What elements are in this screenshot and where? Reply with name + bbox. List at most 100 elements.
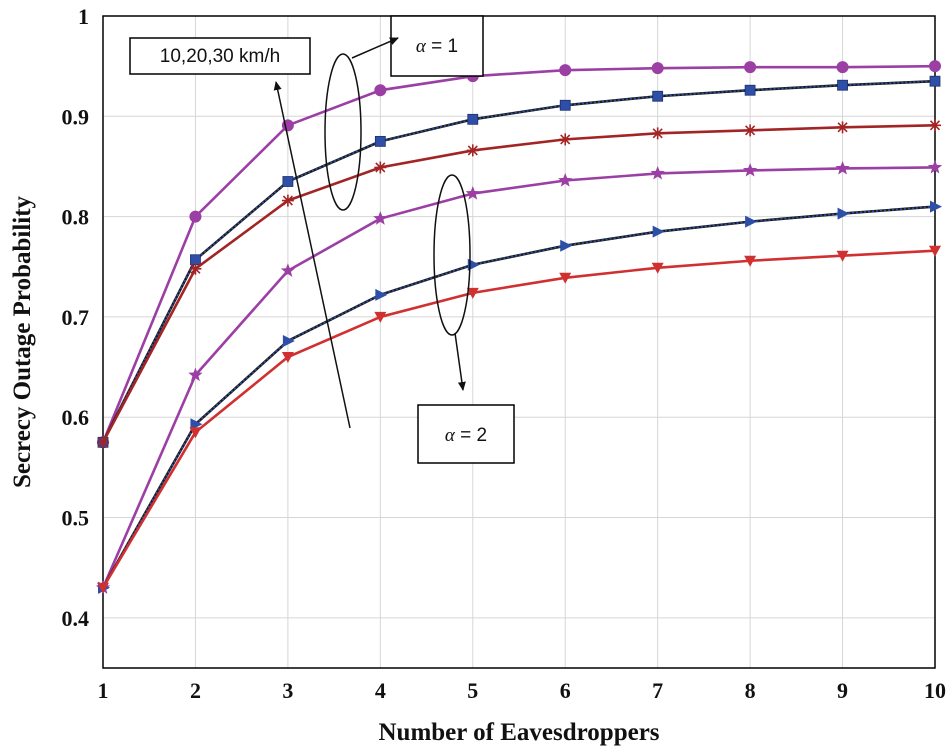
data-point — [280, 263, 296, 277]
data-point — [744, 255, 757, 267]
data-point — [375, 288, 388, 301]
alpha2-group-ellipse — [433, 174, 471, 336]
speed-arrow — [273, 81, 351, 429]
alpha1-annotation-box — [390, 15, 484, 77]
y-tick-label: 0.4 — [62, 606, 90, 631]
data-point — [374, 135, 386, 147]
alpha2-arrow — [454, 332, 466, 391]
series-layer — [95, 60, 943, 594]
data-point — [466, 287, 479, 299]
data-point — [467, 113, 479, 125]
data-point — [651, 62, 664, 75]
data-point — [929, 75, 941, 87]
alpha2-symbol: α — [445, 425, 456, 446]
speed-annotation-label: 10,20,30 km/h — [160, 46, 280, 67]
alpha1-symbol: α — [416, 36, 427, 57]
data-point — [836, 121, 849, 134]
data-point — [836, 250, 849, 262]
x-tick-label: 9 — [837, 678, 848, 703]
data-point — [466, 144, 479, 157]
series-line — [101, 166, 936, 589]
data-point — [837, 207, 850, 220]
data-point — [189, 262, 202, 275]
series-line — [102, 80, 936, 443]
data-point — [558, 173, 573, 187]
data-point — [281, 352, 294, 364]
y-tick-label: 0.5 — [62, 506, 90, 531]
data-point — [836, 61, 849, 74]
tick-labels: 1 2 3 4 5 6 7 8 9 10 0.4 0.5 0.6 0.7 0.8 0.9 1 — [62, 4, 947, 703]
data-point — [652, 225, 665, 238]
data-point — [927, 159, 943, 174]
data-point — [650, 165, 665, 180]
alpha1-arrow — [351, 37, 399, 59]
series-line — [101, 249, 936, 589]
data-point — [188, 367, 203, 382]
x-axis-title: Number of Eavesdroppers — [378, 719, 659, 746]
y-axis-title: Secrecy Outage Probability — [9, 195, 36, 488]
speed-annotation-box — [129, 37, 311, 75]
x-tick-label: 10 — [924, 678, 946, 703]
data-point — [467, 258, 480, 271]
data-point — [837, 79, 848, 91]
x-tick-label: 8 — [745, 678, 756, 703]
x-tick-label: 5 — [467, 678, 478, 703]
y-tick-label: 1 — [78, 4, 89, 29]
alpha2-annotation-box — [417, 404, 515, 464]
x-tick-label: 7 — [652, 678, 663, 703]
x-tick-label: 6 — [560, 678, 571, 703]
grid — [102, 15, 936, 668]
data-point — [835, 160, 850, 175]
data-point — [373, 211, 388, 225]
data-point — [929, 119, 941, 132]
data-point — [282, 176, 294, 187]
data-point — [97, 436, 109, 449]
data-point — [651, 262, 664, 274]
data-point — [744, 124, 757, 137]
alpha2-value: = 2 — [455, 425, 487, 446]
alpha1-group-ellipse — [324, 53, 362, 211]
data-point — [282, 334, 295, 347]
plot-frame — [102, 15, 936, 669]
series-line — [101, 124, 936, 443]
series-line — [102, 205, 936, 589]
series-line — [101, 64, 936, 443]
data-point — [281, 194, 294, 207]
data-point — [190, 418, 203, 431]
x-tick-label: 2 — [190, 678, 201, 703]
y-tick-label: 0.7 — [62, 305, 90, 330]
x-tick-label: 4 — [375, 678, 386, 703]
data-point — [929, 245, 941, 257]
annotations: 10,20,30 km/h α = 1 α = 2 — [129, 15, 515, 464]
data-point — [189, 427, 202, 439]
series-5 — [98, 200, 942, 594]
alpha1-annotation-label: α = 1 — [416, 36, 458, 57]
data-point — [559, 272, 572, 284]
data-point — [465, 186, 480, 200]
y-tick-label: 0.8 — [62, 205, 90, 230]
y-tick-label: 0.6 — [62, 405, 90, 430]
data-point — [930, 200, 942, 213]
alpha1-value: = 1 — [426, 36, 458, 57]
alpha2-annotation-label: α = 2 — [445, 425, 487, 446]
x-tick-label: 3 — [282, 678, 293, 703]
data-point — [744, 61, 757, 74]
data-point — [559, 133, 572, 146]
data-point — [189, 210, 202, 223]
data-point — [374, 161, 387, 174]
data-point — [374, 311, 387, 323]
data-point — [651, 127, 664, 140]
series-3 — [97, 119, 941, 449]
x-tick-label: 1 — [98, 678, 109, 703]
data-point — [744, 84, 756, 96]
series-line-shadow — [101, 79, 936, 443]
series-line-shadow — [101, 205, 936, 589]
data-point — [742, 162, 758, 177]
data-point — [745, 215, 758, 228]
data-point — [652, 90, 664, 102]
series-6 — [97, 245, 941, 594]
data-point — [560, 239, 573, 252]
data-point — [559, 99, 571, 111]
